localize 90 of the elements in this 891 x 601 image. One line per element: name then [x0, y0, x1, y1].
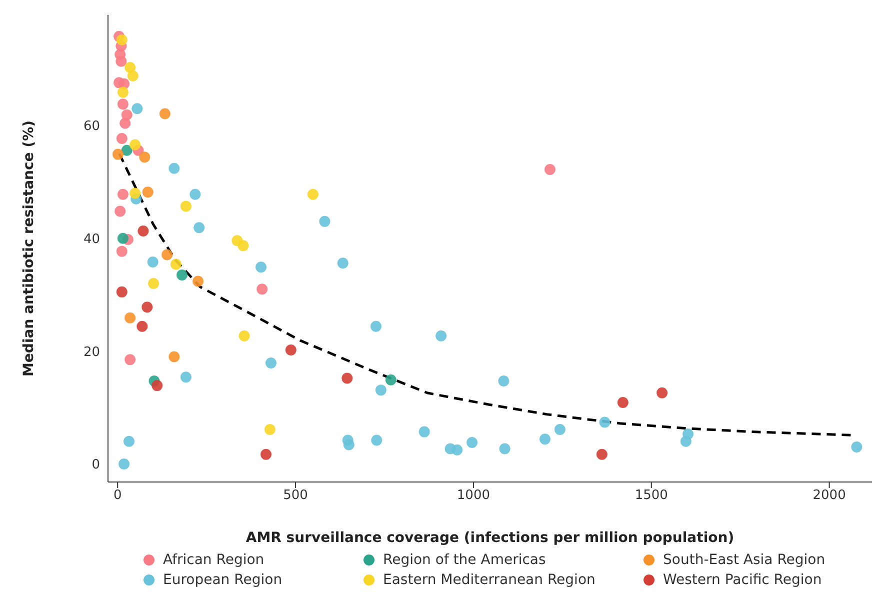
point — [371, 434, 382, 446]
point — [117, 232, 128, 244]
point — [123, 436, 134, 447]
point — [168, 162, 180, 174]
point — [337, 258, 348, 269]
point — [617, 396, 628, 408]
point — [180, 372, 192, 383]
point — [370, 320, 382, 332]
point — [114, 206, 126, 217]
y-axis-title: Median antibiotic resistance (%) — [20, 120, 37, 377]
point — [375, 384, 386, 396]
y-tick-label: 20 — [83, 344, 100, 360]
x-tick-label: 0 — [113, 488, 122, 504]
point — [851, 442, 862, 453]
point — [116, 246, 128, 257]
point — [139, 152, 150, 163]
point — [499, 443, 510, 454]
point — [544, 164, 556, 176]
point — [112, 148, 124, 160]
point — [132, 103, 143, 114]
x-axis-title: AMR surveillance coverage (infections per million population) — [246, 530, 734, 546]
point — [170, 258, 182, 270]
point — [116, 34, 128, 46]
point — [148, 278, 160, 289]
point — [264, 424, 276, 436]
point — [176, 270, 188, 281]
point — [138, 226, 149, 237]
point — [194, 222, 205, 234]
point — [319, 216, 330, 227]
point — [117, 188, 128, 200]
point — [682, 428, 694, 440]
point — [190, 188, 201, 200]
point — [152, 380, 163, 392]
point — [238, 330, 250, 342]
legend-label: African Region — [163, 552, 264, 568]
legend-label: European Region — [163, 572, 282, 588]
point — [159, 108, 170, 120]
x-tick-label: 500 — [283, 488, 308, 504]
point — [130, 188, 141, 199]
point — [256, 262, 267, 273]
point — [554, 424, 566, 436]
point — [130, 139, 141, 150]
point — [656, 387, 668, 398]
point — [498, 376, 510, 387]
point — [285, 344, 296, 356]
point — [596, 448, 608, 460]
point — [466, 437, 478, 448]
point — [260, 448, 272, 460]
y-tick-label: 60 — [83, 119, 100, 134]
y-tick-label: 40 — [83, 232, 100, 247]
point — [436, 330, 447, 342]
point — [599, 416, 610, 428]
point — [180, 200, 192, 212]
legend-label: Region of the Americas — [383, 552, 546, 568]
point — [117, 86, 128, 98]
point — [307, 188, 318, 200]
point — [452, 444, 463, 456]
point — [124, 62, 136, 73]
point — [124, 312, 136, 324]
point — [256, 284, 268, 295]
x-tick-label: 1000 — [456, 488, 490, 504]
point — [142, 302, 153, 313]
point — [142, 186, 154, 198]
point — [385, 374, 396, 386]
point — [127, 70, 138, 82]
point — [124, 354, 136, 366]
point — [116, 133, 128, 144]
point — [265, 357, 276, 368]
x-tick-label: 2000 — [812, 488, 846, 504]
point — [116, 286, 128, 298]
point — [117, 98, 128, 110]
point — [342, 372, 353, 384]
point — [162, 249, 173, 260]
point — [118, 458, 130, 470]
legend-label: Western Pacific Region — [663, 572, 822, 588]
point — [539, 434, 550, 445]
legend-label: Eastern Mediterranean Region — [383, 572, 596, 588]
point — [147, 256, 158, 268]
point — [192, 276, 204, 287]
point — [343, 439, 354, 450]
point — [168, 351, 180, 362]
legend-label: South-East Asia Region — [663, 552, 826, 568]
x-tick-label: 1500 — [634, 488, 668, 504]
point — [418, 426, 430, 438]
y-tick-label: 0 — [92, 458, 100, 473]
point — [121, 144, 132, 156]
point — [120, 118, 131, 129]
point — [238, 240, 249, 252]
point — [116, 56, 127, 67]
point — [136, 320, 148, 332]
